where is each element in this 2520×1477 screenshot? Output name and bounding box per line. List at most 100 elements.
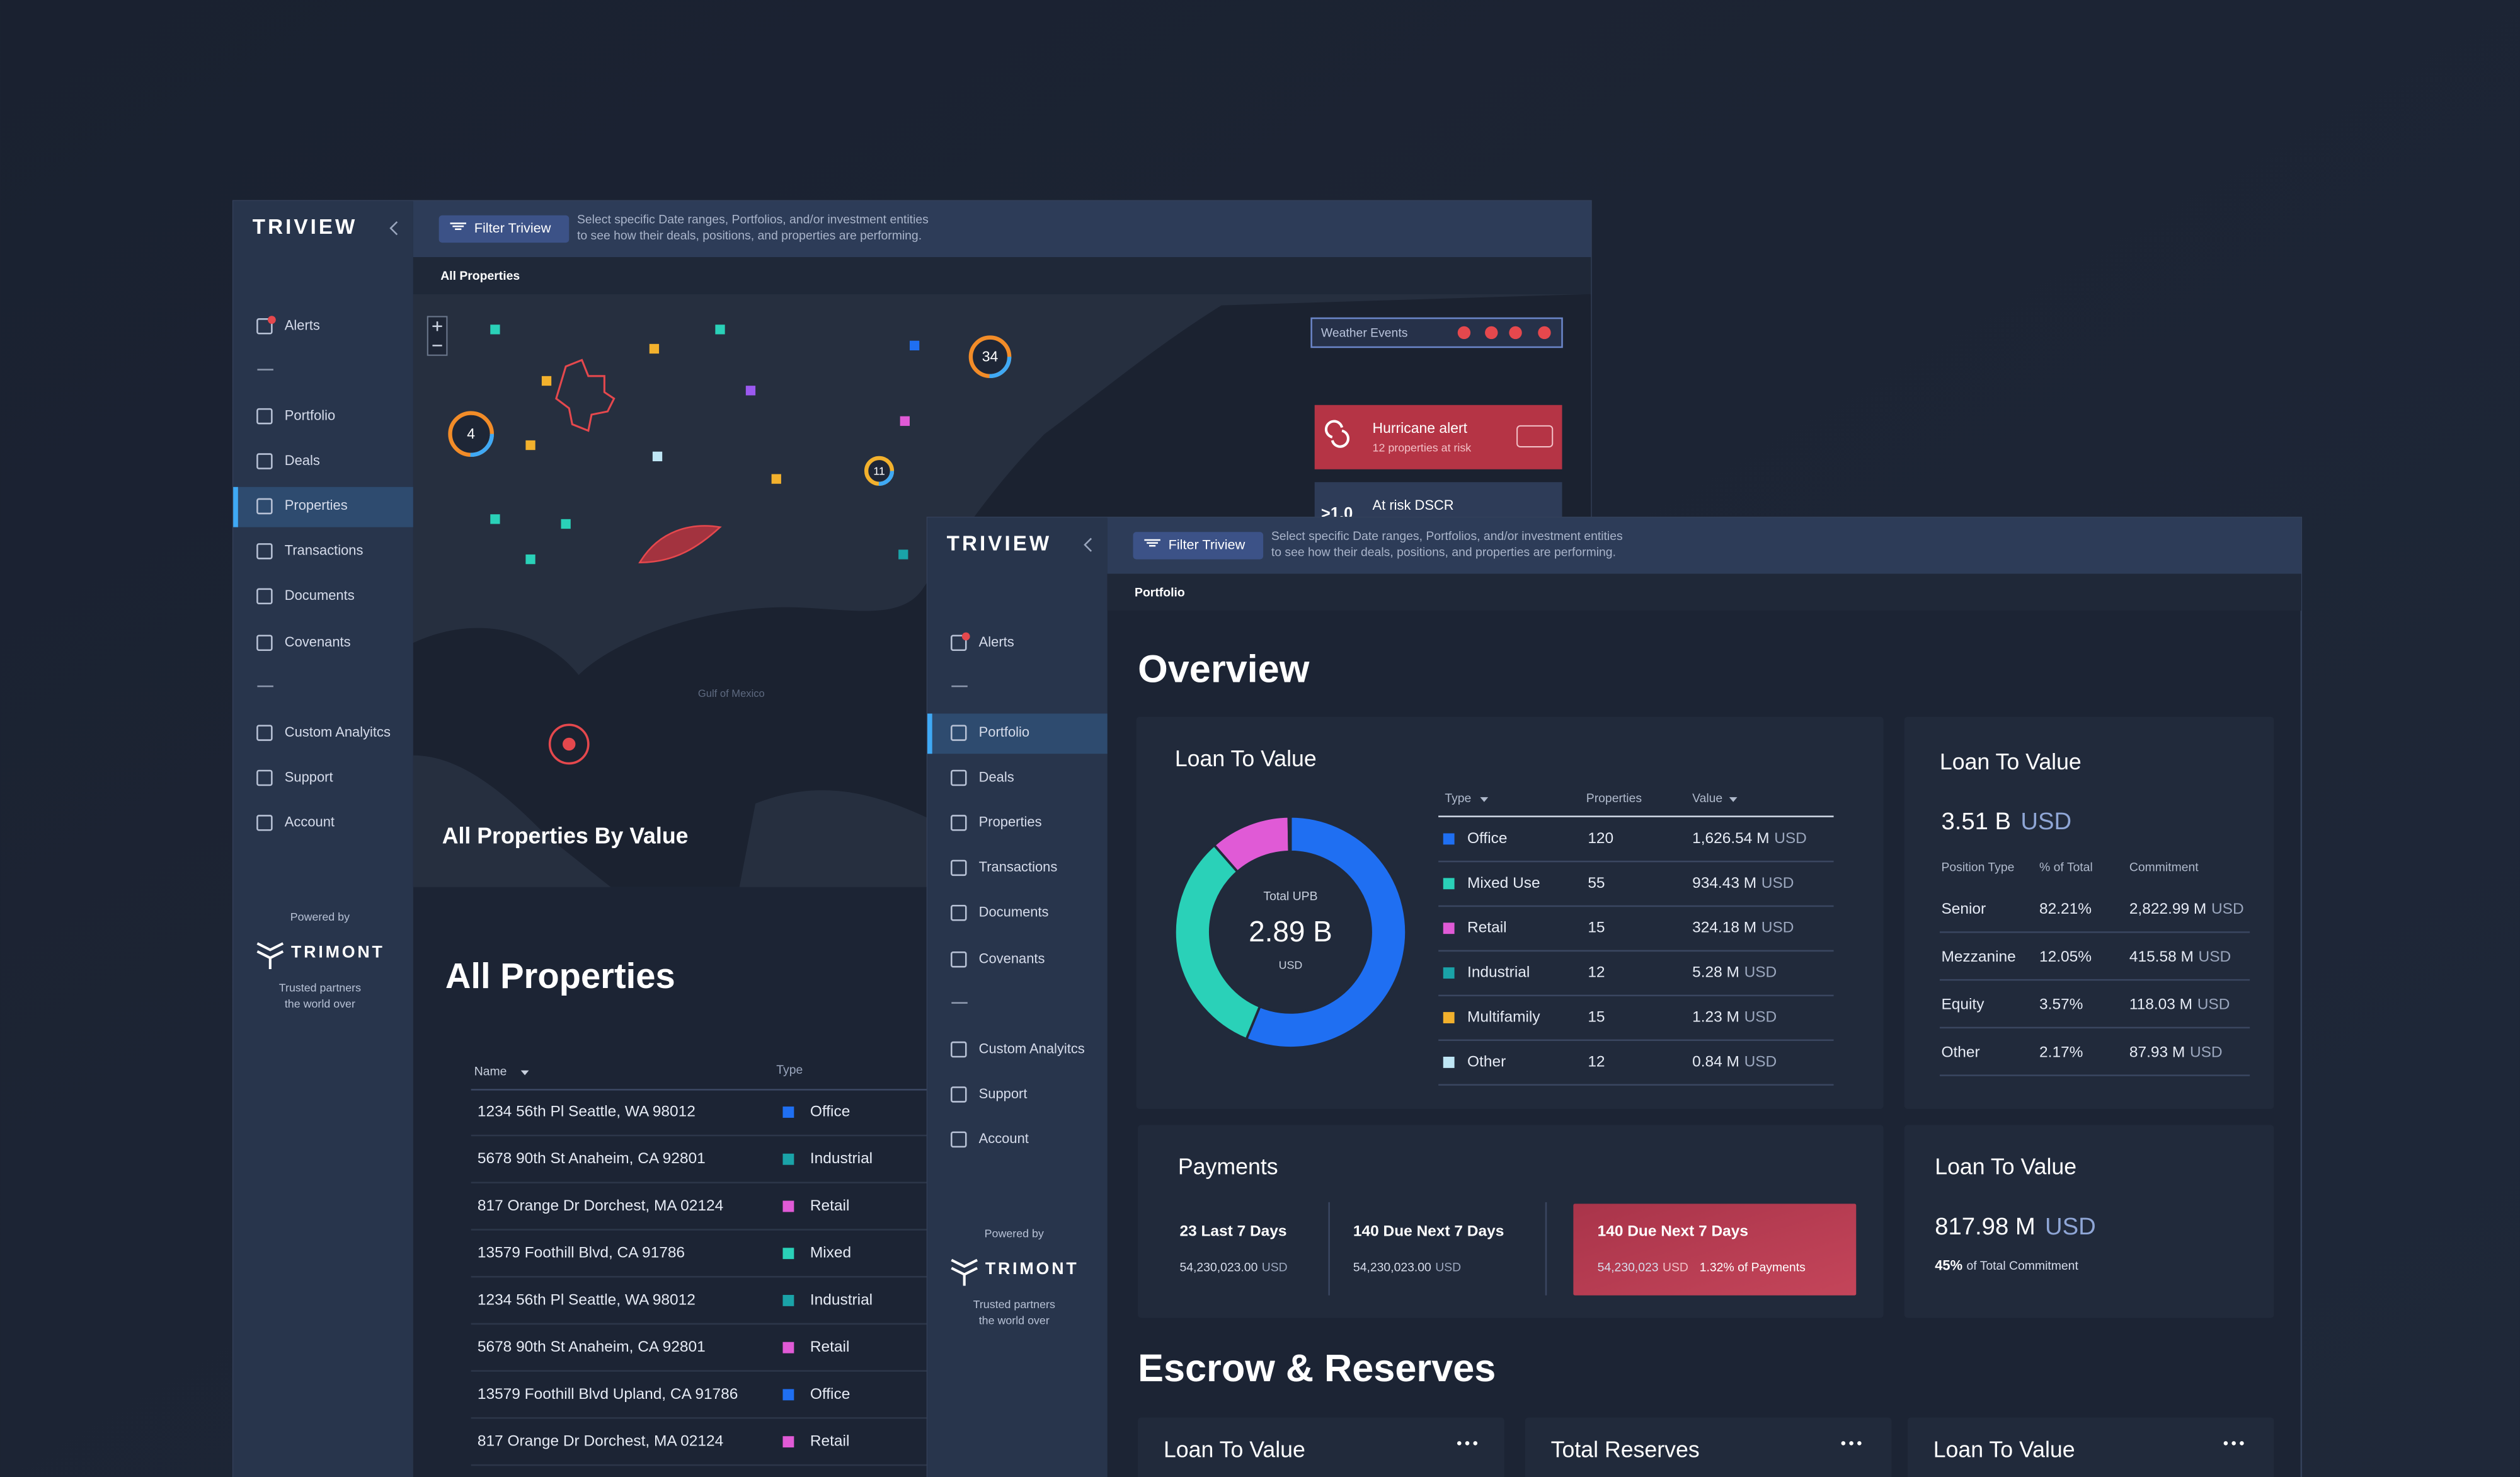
column-header: Type — [1445, 791, 1471, 805]
filter-button[interactable] — [1133, 532, 1264, 560]
unit: USD — [2197, 996, 2230, 1013]
cluster-ring — [968, 335, 1012, 379]
nav-item[interactable]: Covenants — [285, 634, 351, 650]
nav-icon — [256, 635, 273, 651]
nav-item[interactable]: Documents — [285, 587, 355, 603]
tagline: the world over — [285, 997, 355, 1010]
alert-badge — [961, 632, 970, 641]
nav-item[interactable]: Account — [285, 814, 335, 830]
alert-box[interactable] — [1314, 405, 1562, 469]
menu-dot[interactable] — [1457, 1441, 1462, 1445]
filter-hint: to see how their deals, positions, and p… — [577, 229, 922, 243]
filter-button[interactable] — [438, 215, 570, 243]
total: 3.51 B — [1941, 808, 2011, 835]
commitment: 118.03 M — [2129, 996, 2192, 1013]
nav-item[interactable]: Alerts — [285, 318, 320, 333]
tagline: the world over — [979, 1314, 1050, 1326]
value: 934.43 M — [1692, 875, 1756, 892]
alert-subtitle: 12 properties at risk — [1373, 441, 1472, 454]
value: 1,626.54 M — [1692, 830, 1769, 847]
nav-item[interactable]: Transactions — [285, 543, 364, 558]
property-marker[interactable] — [561, 519, 571, 529]
column-header: Position Type — [1941, 860, 2014, 874]
collapse-icon[interactable] — [389, 221, 398, 236]
card-title: Total Reserves — [1551, 1437, 1700, 1463]
property-marker[interactable] — [898, 549, 908, 560]
payment-label: 23 Last 7 Days — [1179, 1223, 1286, 1240]
property-count: 120 — [1588, 830, 1613, 847]
nav-item[interactable]: Alerts — [979, 634, 1014, 650]
property-name: 817 Orange Dr Dorchest, MA 02124 — [478, 1197, 723, 1214]
property-type: Retail — [810, 1197, 850, 1214]
nav-item[interactable]: Deals — [285, 452, 320, 468]
nav-icon — [951, 904, 967, 921]
card-title: Payments — [1178, 1154, 1278, 1180]
card — [1904, 1125, 2274, 1318]
property-name: 817 Orange Dr Dorchest, MA 02124 — [478, 1433, 723, 1450]
nav-active — [927, 713, 1108, 754]
nav-item[interactable]: Properties — [285, 497, 348, 513]
nav-item[interactable]: Account — [979, 1130, 1029, 1146]
legend-swatch — [1443, 967, 1455, 979]
nav-active-marker — [927, 713, 932, 754]
property-marker[interactable] — [909, 340, 920, 351]
menu-dot[interactable] — [1857, 1441, 1862, 1445]
column-header: Commitment — [2129, 860, 2199, 874]
nav-item[interactable]: Transactions — [979, 859, 1058, 875]
value: 1.23 M — [1692, 1009, 1739, 1026]
legend-swatch — [1443, 878, 1455, 890]
property-marker[interactable] — [649, 343, 660, 354]
nav-item[interactable]: Documents — [979, 904, 1049, 920]
nav-icon — [951, 859, 967, 876]
powered-by: Powered by — [290, 911, 350, 923]
type-name: Multifamily — [1467, 1009, 1540, 1026]
menu-dot[interactable] — [1849, 1441, 1853, 1445]
type-name: Mixed Use — [1467, 875, 1540, 892]
menu-dot[interactable] — [2231, 1441, 2236, 1445]
menu-dot[interactable] — [1841, 1441, 1846, 1445]
property-marker[interactable] — [652, 451, 663, 462]
property-marker[interactable] — [490, 325, 500, 335]
nav-item[interactable]: Support — [285, 769, 333, 784]
nav-item[interactable]: Properties — [979, 814, 1042, 830]
nav-item[interactable]: Covenants — [979, 951, 1045, 967]
nav-item[interactable]: Deals — [979, 769, 1014, 784]
type-name: Retail — [1467, 919, 1507, 936]
payment-label: 140 Due Next 7 Days — [1598, 1223, 1748, 1240]
nav-item[interactable]: Custom Analyitcs — [979, 1040, 1085, 1056]
property-marker[interactable] — [490, 514, 500, 524]
property-marker[interactable] — [771, 474, 781, 484]
menu-dot[interactable] — [2240, 1441, 2244, 1445]
type-swatch — [782, 1389, 794, 1401]
nav-icon — [951, 815, 967, 831]
nav-item[interactable]: Custom Analyitcs — [285, 724, 391, 740]
nav-icon — [256, 769, 273, 786]
type-name: Industrial — [1467, 964, 1530, 981]
alert-icon — [1324, 420, 1349, 448]
property-marker[interactable] — [525, 554, 536, 565]
type-swatch — [782, 1342, 794, 1353]
property-marker[interactable] — [900, 416, 910, 426]
unit: USD — [1663, 1261, 1688, 1275]
column-header: Properties — [1586, 791, 1642, 805]
menu-dot[interactable] — [2223, 1441, 2228, 1445]
storm-marker-core — [563, 737, 576, 751]
property-marker[interactable] — [715, 325, 725, 335]
nav-item[interactable]: Support — [979, 1086, 1028, 1101]
sidebar — [233, 200, 413, 1477]
card — [1907, 1417, 2274, 1477]
menu-dot[interactable] — [1473, 1441, 1478, 1445]
menu-dot[interactable] — [1465, 1441, 1470, 1445]
position-type: Mezzanine — [1941, 948, 2015, 965]
nav-item[interactable]: Portfolio — [285, 407, 335, 423]
total: 817.98 M — [1935, 1213, 2035, 1240]
alert-card[interactable] — [1573, 1204, 1857, 1296]
property-marker[interactable] — [525, 440, 536, 451]
weather-icon — [1457, 326, 1471, 340]
logo: TRIVIEW — [253, 216, 358, 239]
nav-item[interactable]: Portfolio — [979, 724, 1029, 740]
collapse-icon[interactable] — [1084, 537, 1092, 552]
property-marker[interactable] — [745, 386, 756, 396]
property-marker[interactable] — [541, 376, 552, 386]
